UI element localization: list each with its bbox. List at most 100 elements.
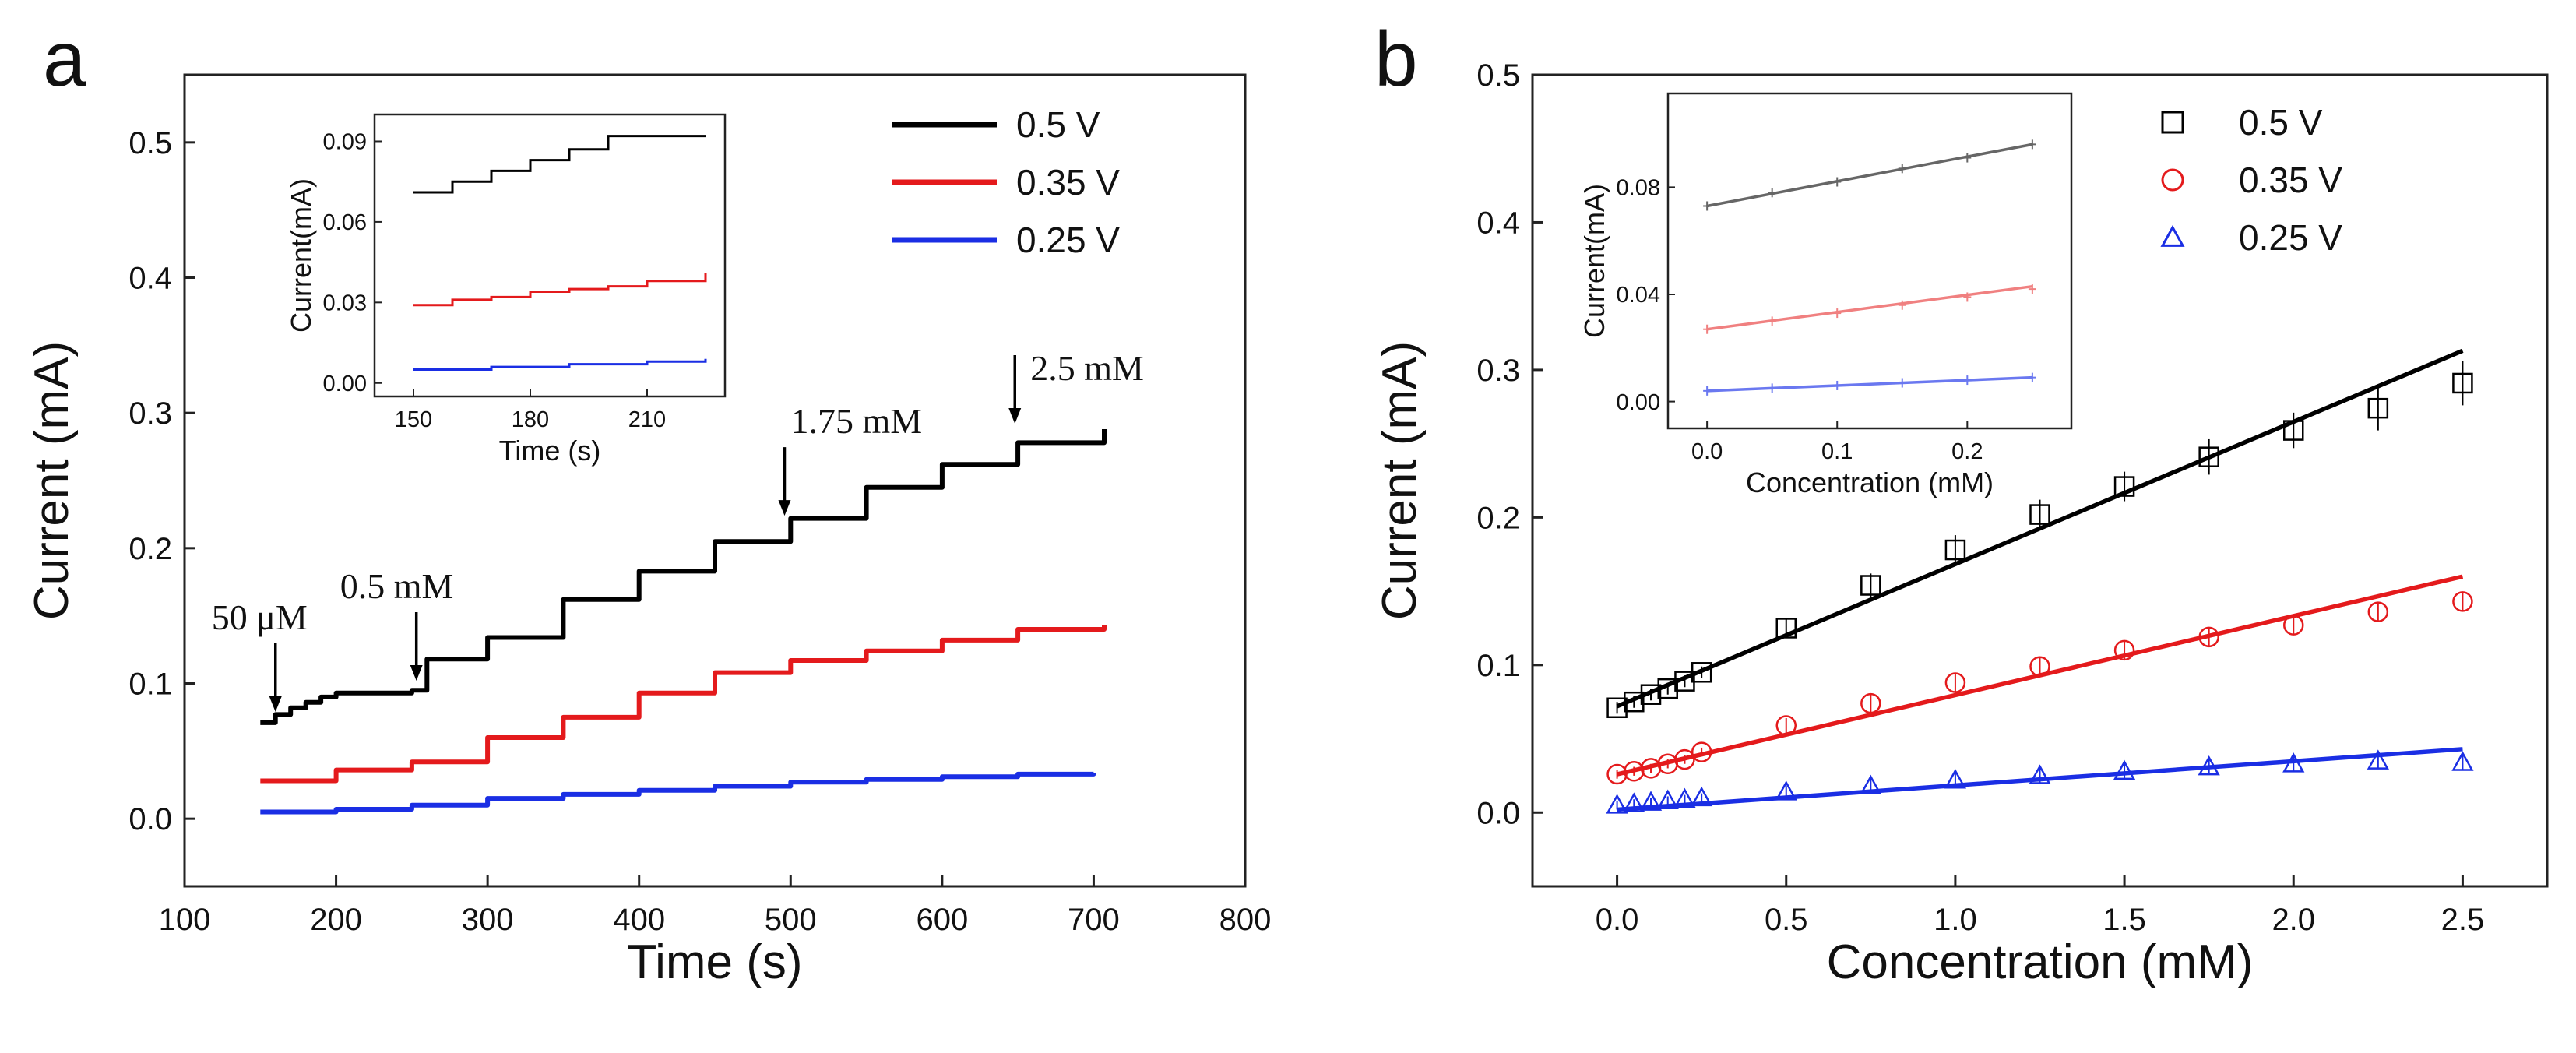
panel-a-legend-label: 0.35 V xyxy=(1016,162,1120,202)
panel-b-ytick-label: 0.4 xyxy=(1476,206,1520,240)
panel-a-xtick-label: 200 xyxy=(310,903,362,937)
panel-b-ytick-label: 0.3 xyxy=(1476,354,1520,388)
panel-a-annotation-arrowhead xyxy=(269,696,282,712)
panel-b-point xyxy=(1606,794,1628,814)
panel-b-legend-item: 0.5 V xyxy=(2161,102,2323,143)
panel-a-ytick-label: 0.0 xyxy=(128,802,172,836)
panel-a-label: a xyxy=(43,16,86,103)
panel-b-inset-ytick-label: 0.04 xyxy=(1617,283,1660,308)
panel-b-inset-frame xyxy=(1666,92,2073,430)
panel-b-point xyxy=(2283,615,2304,636)
panel-b-point xyxy=(1860,575,1881,596)
panel-b-xtick-label: 2.0 xyxy=(2272,903,2315,937)
panel-a-inset-ytick-label: 0.06 xyxy=(323,210,367,235)
panel-b-point xyxy=(2198,446,2219,467)
panel-b-xtick-label: 1.0 xyxy=(1934,903,1977,937)
panel-b-ytick-label: 0.1 xyxy=(1476,649,1520,683)
panel-b-axes: 0.0 0.5 1.0 1.5 2.0 2.5 0.0 0.1 0.2 0.3 0.4 0.5 Conc… xyxy=(1373,58,2549,989)
panel-b-xtick-label: 2.5 xyxy=(2441,903,2485,937)
panel-b-frame xyxy=(1531,73,2549,888)
panel-b-inset-ytick-label: 0.08 xyxy=(1617,176,1660,201)
panel-b-point xyxy=(2113,639,2135,661)
panel-a-annotation: 0.5 mM xyxy=(340,566,453,681)
panel-b-point xyxy=(1860,774,1882,795)
panel-b-point xyxy=(1691,662,1712,683)
panel-a-ytick-label: 0.4 xyxy=(128,262,172,296)
panel-b-point xyxy=(2029,764,2051,784)
panel-b-xtick-label: 0.0 xyxy=(1596,903,1639,937)
panel-a-ytick-label: 0.3 xyxy=(128,396,172,431)
panel-b-ytick-label: 0.2 xyxy=(1476,501,1520,535)
panel-b-point xyxy=(1775,715,1797,736)
panel-b-point xyxy=(1673,787,1696,808)
panel-a-annotation-arrowhead xyxy=(410,665,423,681)
panel-a-annotation-label: 2.5 mM xyxy=(1030,348,1144,388)
panel-b-point xyxy=(2113,759,2136,780)
panel-b-point xyxy=(2198,626,2219,648)
panel-a-ytick-label: 0.1 xyxy=(128,667,172,702)
panel-b-point xyxy=(2452,372,2473,394)
panel-b-point xyxy=(1639,791,1663,811)
panel-a-legend-label: 0.5 V xyxy=(1016,104,1100,145)
panel-b-inset-xtick-label: 0.2 xyxy=(1951,439,1983,464)
panel-b-inset-ylabel: Current(mA) xyxy=(1578,184,1610,338)
panel-b-xtick-label: 1.5 xyxy=(2103,903,2146,937)
panel-a-series-line xyxy=(260,625,1107,784)
panel-b-point xyxy=(1775,780,1797,801)
panel-a-xtick-label: 800 xyxy=(1219,903,1272,937)
panel-a-axes: 100 200 300 400 500 600 700 800 0.0 0.1 0.2 0.3 0.4 0… xyxy=(25,73,1272,989)
panel-a-series-line xyxy=(260,429,1107,725)
panel-a-inset-xtick-label: 210 xyxy=(628,407,666,432)
panel-b-legend-marker xyxy=(2161,168,2184,192)
panel-a-annotation-arrowhead xyxy=(778,500,791,516)
panel-b-point xyxy=(1674,748,1695,770)
panel-b-legend-item: 0.25 V xyxy=(2160,217,2342,258)
panel-a-inset-series-line xyxy=(413,135,706,194)
panel-a-xtick-label: 500 xyxy=(765,903,817,937)
panel-a-xtick-label: 300 xyxy=(462,903,514,937)
panel-b-point xyxy=(1624,691,1645,713)
panel-b-point xyxy=(2367,397,2389,419)
panel-a-annotation-arrowhead xyxy=(1008,408,1022,424)
panel-a-inset-ytick-label: 0.03 xyxy=(323,291,367,315)
panel-b-inset-fit-line xyxy=(1706,284,2033,331)
panel-b-point xyxy=(1691,786,1713,807)
panel-b-inset-series xyxy=(1703,139,2036,211)
panel-b-legend-marker xyxy=(2161,111,2184,134)
panel-b-point xyxy=(2029,656,2050,677)
panel-b-point xyxy=(2283,420,2304,441)
panel-a-frame xyxy=(183,73,1247,888)
panel-b-point xyxy=(1944,539,1966,561)
panel-b-ytick-label: 0.5 xyxy=(1476,58,1520,93)
panel-a-xtick-label: 400 xyxy=(613,903,665,937)
panel-a-annotation-label: 50 μM xyxy=(212,597,308,637)
panel-b-legend-label: 0.5 V xyxy=(2239,102,2323,143)
panel-b-point xyxy=(2367,749,2389,770)
panel-b-inset-xtick-label: 0.0 xyxy=(1691,439,1723,464)
panel-b-inset-series xyxy=(1703,372,2036,396)
panel-a-annotation: 50 μM xyxy=(212,597,308,712)
panel-b-point xyxy=(2029,504,2050,525)
panel-a-xtick-label: 600 xyxy=(916,903,968,937)
panel-b-point xyxy=(2282,752,2305,773)
panel-a-inset-ytick-label: 0.09 xyxy=(323,130,367,155)
panel-a-ytick-label: 0.2 xyxy=(128,532,172,566)
panel-a-annotation: 1.75 mM xyxy=(778,401,923,516)
panel-a-legend-label: 0.25 V xyxy=(1016,220,1120,260)
panel-a-xtick-label: 100 xyxy=(159,903,211,937)
panel-b-ylabel: Current (mA) xyxy=(1373,341,1427,620)
panel-b-point xyxy=(1775,618,1797,639)
panel-a-inset-axes: 150 180 210 0.00 0.03 0.06 0.09 Time (s) Current… xyxy=(285,113,727,467)
panel-a-annotation: 2.5 mM xyxy=(1008,348,1144,424)
panel-b-point xyxy=(1657,678,1678,699)
panel-a-inset-xtick-label: 150 xyxy=(395,407,432,432)
panel-b-point xyxy=(1606,763,1628,785)
panel-a-inset-frame xyxy=(373,113,727,398)
panel-b-point xyxy=(1606,697,1628,719)
panel-b-inset-xtick-label: 0.1 xyxy=(1821,439,1853,464)
panel-b-legend-item: 0.35 V xyxy=(2161,160,2342,200)
panel-a-annotation-label: 1.75 mM xyxy=(791,401,923,441)
panel-b-inset-ytick-label: 0.00 xyxy=(1617,390,1660,415)
panel-b-inset-fit-line xyxy=(1707,375,2032,393)
